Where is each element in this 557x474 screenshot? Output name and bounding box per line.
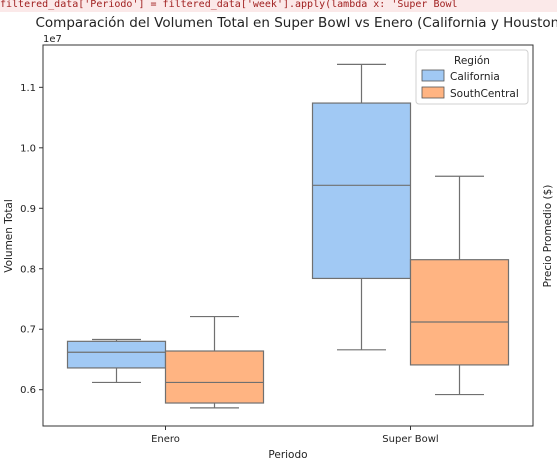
- x-tick-label: Super Bowl: [382, 434, 438, 445]
- x-tick-label: Enero: [151, 434, 180, 445]
- y-tick-label: 1.0: [20, 143, 36, 154]
- box-california-super-bowl: [311, 63, 412, 351]
- chart-title: Comparación del Volumen Total en Super B…: [35, 15, 557, 31]
- iqr-box: [311, 102, 412, 280]
- y-tick-label: 0.9: [20, 204, 36, 215]
- legend: Región California SouthCentral: [415, 49, 529, 105]
- y-tick-label: 0.8: [20, 264, 36, 275]
- legend-label-california: California: [450, 71, 500, 83]
- box-series: [66, 63, 510, 409]
- secondary-y-axis-label: Precio Promedio ($): [542, 185, 554, 288]
- box-california-enero: [66, 338, 167, 384]
- x-axis: Enero Super Bowl: [151, 426, 439, 445]
- iqr-box: [409, 259, 510, 366]
- box-southcentral-enero: [164, 315, 265, 409]
- code-snippet: filtered_data['Periodo'] = filtered_data…: [0, 0, 557, 12]
- legend-title: Región: [454, 55, 490, 67]
- box-southcentral-super-bowl: [409, 175, 510, 396]
- x-axis-label: Periodo: [268, 449, 307, 461]
- iqr-box: [66, 340, 167, 369]
- y-tick-label: 0.6: [20, 385, 36, 396]
- y-tick-label: 0.7: [20, 325, 36, 336]
- iqr-box: [164, 350, 265, 404]
- plot-area: [42, 44, 534, 427]
- y-scale-label: 1e7: [43, 34, 62, 45]
- legend-label-southcentral: SouthCentral: [450, 88, 519, 100]
- y-axis-label: Volumen Total: [3, 199, 15, 273]
- legend-swatch-california: [421, 69, 445, 82]
- y-axis: 0.6 0.7 0.8 0.9 1.0 1.1: [20, 83, 43, 396]
- y-tick-label: 1.1: [20, 83, 36, 94]
- legend-swatch-southcentral: [421, 86, 445, 99]
